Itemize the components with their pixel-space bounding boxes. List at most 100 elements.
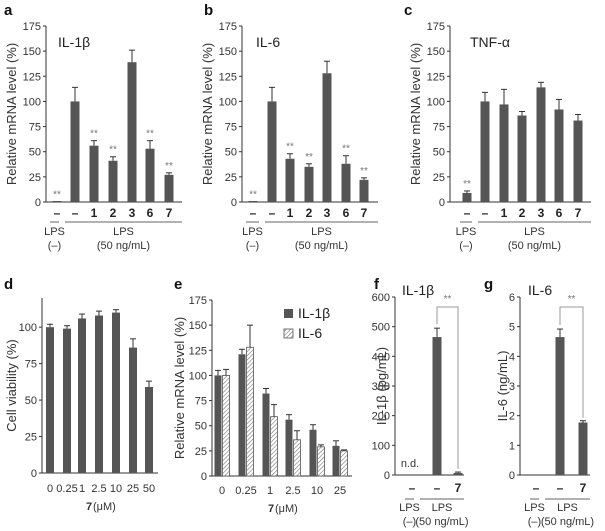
bar <box>432 337 442 475</box>
group-sublabel: (–) <box>403 516 416 528</box>
x-tick-label: 1 <box>267 485 273 497</box>
significance-marker: ** <box>53 189 61 200</box>
y-tick-label: 150 <box>23 46 41 58</box>
y-tick-label: 50 <box>195 421 207 433</box>
significance-marker: ** <box>109 145 117 156</box>
legend-label: IL-1β <box>298 305 330 321</box>
bar <box>555 337 565 475</box>
significance-marker: ** <box>568 294 576 305</box>
x-tick-label: – <box>72 206 79 220</box>
bar <box>95 315 103 473</box>
y-tick-label: 2 <box>509 411 515 423</box>
group-sublabel: (50 ng/mL) <box>541 516 594 528</box>
x-tick-label: – <box>557 481 564 495</box>
y-tick-label: 0 <box>439 197 445 209</box>
x-tick-label: 2 <box>110 206 117 220</box>
x-tick-label: – <box>533 481 540 495</box>
bar-il-6 <box>317 446 325 477</box>
bar <box>89 145 99 202</box>
x-tick-label: 0.25 <box>235 485 256 497</box>
x-tick-label: – <box>409 481 416 495</box>
significance-marker: ** <box>90 129 98 140</box>
y-tick-label: 0 <box>509 470 515 482</box>
y-tick-label: 25 <box>225 172 237 184</box>
x-tick-label: 7 <box>455 481 462 495</box>
y-tick-label: 125 <box>23 71 41 83</box>
y-tick-label: 75 <box>225 122 237 134</box>
legend-swatch <box>284 309 293 318</box>
x-axis-label-unit: (μM) <box>93 501 116 513</box>
y-tick-label: 400 <box>372 351 390 363</box>
panel-label: a <box>4 2 13 19</box>
x-tick-label: 0 <box>219 485 225 497</box>
significance-marker: ** <box>444 294 452 305</box>
bar-il-1- <box>262 393 270 476</box>
bar <box>78 318 86 473</box>
significance-marker: ** <box>360 166 368 177</box>
bar <box>127 62 137 202</box>
bar <box>536 87 546 202</box>
significance-marker: ** <box>463 179 471 190</box>
group-label: LPS <box>557 502 578 514</box>
y-tick-label: 175 <box>189 295 207 307</box>
group-sublabel: (–) <box>246 240 259 252</box>
x-tick-label: 7 <box>580 481 587 495</box>
y-tick-label: 0 <box>31 468 37 480</box>
x-tick-label: 7 <box>361 206 368 220</box>
significance-marker: ** <box>249 189 257 200</box>
bar-il-1- <box>309 429 317 476</box>
bar <box>46 327 54 473</box>
y-tick-label: 75 <box>433 122 445 134</box>
y-tick-label: 6 <box>509 292 515 304</box>
bar-il-6 <box>293 439 301 477</box>
y-axis-label: Relative mRNA level (%) <box>4 43 19 185</box>
significance-marker: ** <box>165 161 173 172</box>
y-tick-label: 125 <box>219 71 237 83</box>
panel-label: g <box>484 276 493 293</box>
group-sublabel: (–) <box>48 240 61 252</box>
bar <box>359 179 369 202</box>
y-tick-label: 100 <box>19 322 37 334</box>
x-tick-label: 10 <box>311 485 323 497</box>
panel-label: d <box>4 276 13 293</box>
bar <box>129 347 137 473</box>
group-label: LPS <box>524 226 545 238</box>
group-sublabel: (50 ng/mL) <box>295 240 348 252</box>
bar <box>145 386 153 473</box>
y-tick-label: 1 <box>509 440 515 452</box>
x-tick-label: 1 <box>79 483 85 495</box>
y-tick-label: 4 <box>509 351 515 363</box>
x-tick-label: 3 <box>538 206 545 220</box>
bar <box>322 73 332 202</box>
bar <box>554 109 564 202</box>
y-tick-label: 125 <box>189 345 207 357</box>
significance-marker: ** <box>286 142 294 153</box>
x-tick-label: – <box>250 206 257 220</box>
x-tick-label: 10 <box>110 483 122 495</box>
y-tick-label: 150 <box>427 46 445 58</box>
x-tick-label: 1 <box>501 206 508 220</box>
x-tick-label: 25 <box>334 485 346 497</box>
y-tick-label: 50 <box>433 147 445 159</box>
panel-label: c <box>404 2 412 19</box>
y-tick-label: 175 <box>219 21 237 33</box>
y-tick-label: 25 <box>433 172 445 184</box>
bar <box>573 120 583 202</box>
chart-title: IL-6 <box>256 34 280 50</box>
y-tick-label: 125 <box>427 71 445 83</box>
x-tick-label: 6 <box>343 206 350 220</box>
panel-label: e <box>174 276 182 293</box>
bar <box>499 104 509 202</box>
y-tick-label: 150 <box>219 46 237 58</box>
significance-marker: ** <box>342 144 350 155</box>
bar <box>70 101 80 202</box>
significance-bracket <box>436 306 459 470</box>
y-tick-label: 100 <box>372 440 390 452</box>
y-tick-label: 0 <box>35 197 41 209</box>
y-tick-label: 175 <box>427 21 445 33</box>
group-sublabel: (50 ng/mL) <box>415 516 468 528</box>
y-tick-label: 600 <box>372 292 390 304</box>
bar <box>164 174 174 202</box>
y-tick-label: 5 <box>509 322 515 334</box>
